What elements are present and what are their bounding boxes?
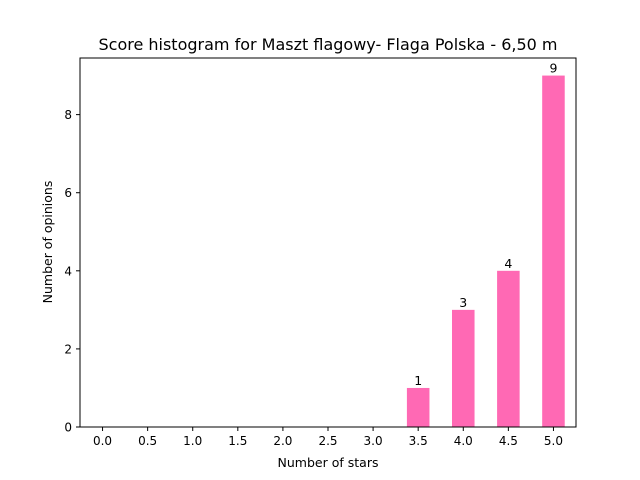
x-tick-label: 2.0 (273, 434, 292, 448)
bars-group (406, 75, 565, 428)
x-tick-label: 3.5 (409, 434, 428, 448)
x-axis-ticks: 0.0 0.5 1.0 1.5 2.0 2.5 3.0 3.5 4.0 4.5 5.0 (93, 427, 563, 448)
x-tick-label: 4.0 (454, 434, 473, 448)
y-axis-ticks: 0 2 4 6 8 (64, 108, 80, 435)
x-tick-label: 4.5 (499, 434, 518, 448)
y-tick-label: 2 (64, 342, 72, 356)
y-axis-label: Number of opinions (40, 181, 55, 304)
x-tick-label: 0.5 (138, 434, 157, 448)
y-tick-label: 8 (64, 108, 72, 122)
y-tick-label: 0 (64, 421, 72, 435)
data-label-4.0: 3 (459, 295, 467, 310)
data-label-3.5: 1 (414, 373, 422, 388)
x-tick-label: 3.0 (364, 434, 383, 448)
chart-title: Score histogram for Maszt flagowy- Flaga… (98, 35, 557, 54)
data-labels-group: 1 3 4 9 (414, 61, 557, 388)
data-label-4.5: 4 (504, 256, 512, 271)
y-tick-label: 6 (64, 186, 72, 200)
x-tick-label: 1.5 (228, 434, 247, 448)
data-label-5.0: 9 (549, 61, 557, 76)
bar-5.0 (542, 75, 565, 428)
bar-4.5 (497, 270, 520, 427)
y-tick-label: 4 (64, 264, 72, 278)
x-tick-label: 2.5 (318, 434, 337, 448)
bar-4.0 (452, 309, 475, 427)
bar-3.5 (406, 387, 430, 427)
x-tick-label: 0.0 (93, 434, 112, 448)
x-tick-label: 1.0 (183, 434, 202, 448)
plot-frame (79, 57, 577, 428)
x-tick-label: 5.0 (544, 434, 563, 448)
x-axis-label: Number of stars (278, 455, 379, 470)
